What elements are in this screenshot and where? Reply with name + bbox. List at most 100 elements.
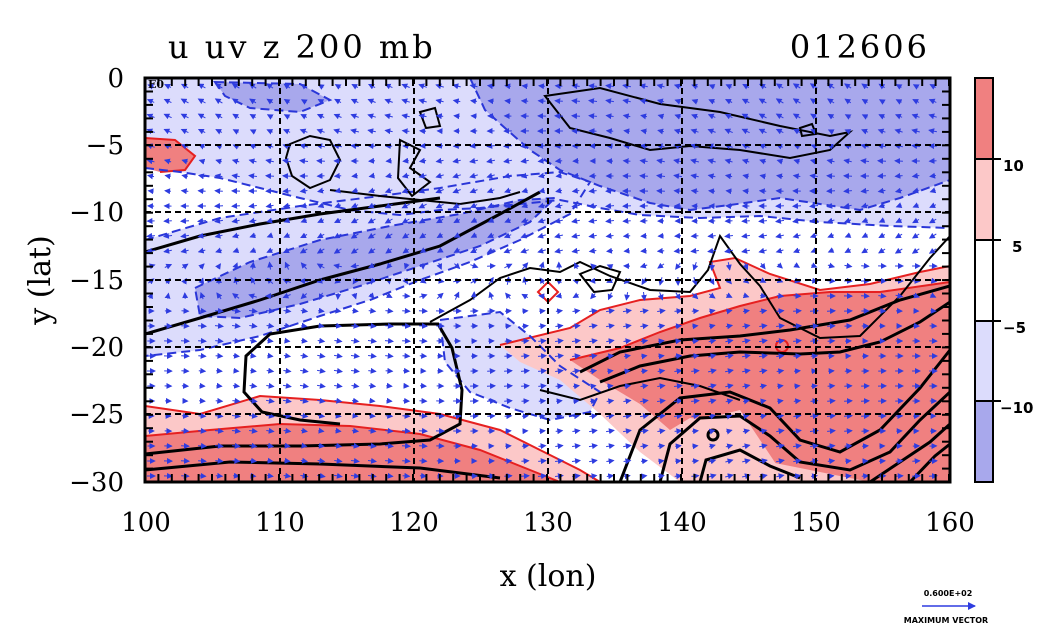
wind-vector-542: [571, 247, 580, 254]
wind-vector-738: [709, 308, 716, 315]
wind-vector-327: [911, 172, 920, 179]
wind-vector-997: [317, 397, 326, 404]
y-axis-title: y (lat): [23, 235, 58, 325]
wind-vector-314: [690, 173, 699, 180]
wind-vector-961: [503, 383, 513, 390]
wind-vector-92: [912, 99, 920, 105]
wind-vector-363: [725, 188, 732, 195]
wind-vector-919: [589, 368, 598, 375]
wind-vector-154: [367, 128, 376, 135]
wind-vector-1061: [606, 413, 615, 420]
wind-vector-1243: [504, 473, 513, 480]
x-tick-130: 130: [523, 508, 573, 538]
wind-vector-1150: [521, 443, 530, 450]
wind-vector-566: [181, 263, 189, 270]
wind-vector-683: [572, 292, 580, 298]
wind-vector-282: [147, 173, 155, 180]
wind-vector-947: [266, 382, 275, 389]
wind-vector-364: [742, 188, 749, 195]
wind-vector-436: [367, 217, 376, 224]
wind-vector-949: [299, 382, 309, 389]
wind-vector-297: [401, 172, 410, 179]
red-contour-2: [569, 281, 950, 361]
wind-vector-1049: [402, 412, 411, 419]
wind-vector-1167: [810, 443, 819, 450]
wind-vector-1025: [793, 398, 802, 405]
wind-vector-1201: [589, 458, 598, 465]
wind-vector-339: [317, 187, 325, 194]
wind-vector-42: [861, 83, 869, 90]
wind-vector-589: [574, 262, 580, 270]
wind-vector-1151: [538, 443, 547, 450]
wind-vector-275: [826, 158, 835, 165]
wind-vector-268: [707, 158, 716, 165]
wind-vector-869: [537, 353, 547, 360]
wind-vector-1110: [640, 428, 649, 435]
wind-vector-600: [759, 262, 766, 270]
wind-vector-540: [537, 247, 546, 254]
wind-vector-111: [435, 113, 444, 120]
wind-vector-808: [301, 337, 308, 344]
wind-vector-122: [622, 113, 631, 120]
wind-vector-579: [403, 262, 410, 270]
wind-vector-1212: [776, 458, 785, 465]
wind-vector-432: [300, 217, 308, 224]
wind-vector-101: [266, 114, 274, 120]
wind-vector-536: [470, 247, 478, 253]
wind-vector-553: [758, 247, 767, 254]
wind-vector-60: [367, 98, 376, 105]
wind-vector-351: [521, 187, 528, 194]
wind-vector-15: [401, 83, 410, 90]
wind-vector-1215: [827, 458, 836, 465]
wind-vector-528: [333, 247, 342, 254]
wind-vector-306: [555, 172, 562, 179]
colorbar-label-neg10: −10: [1000, 399, 1033, 417]
wind-vector-271: [759, 158, 767, 165]
wind-vector-320: [792, 173, 801, 180]
wind-vector-1043: [300, 412, 309, 419]
wind-vector-1056: [521, 413, 529, 420]
wind-vector-1108: [606, 428, 615, 435]
colorbar-label-neg5: −5: [1003, 319, 1026, 337]
wind-vector-764: [351, 322, 360, 329]
wind-vector-97: [197, 113, 206, 120]
wind-vector-708: [198, 307, 207, 314]
wind-vector-1114: [708, 428, 716, 435]
wind-vector-879: [708, 353, 717, 360]
wind-vector-821: [521, 338, 530, 345]
wind-vector-9: [300, 83, 308, 90]
wind-vector-7: [266, 83, 274, 90]
wind-vector-1156: [623, 443, 632, 450]
wind-vector-437: [384, 217, 393, 224]
wind-vector-1064: [657, 413, 666, 420]
wind-vector-527: [316, 247, 325, 254]
wind-vector-446: [537, 217, 546, 224]
vector-key: 0.600E+02 MAXIMUM VECTOR: [904, 589, 988, 625]
wind-vector-963: [538, 383, 547, 390]
wind-vector-143: [180, 128, 189, 135]
wind-vector-1155: [606, 443, 615, 450]
wind-vector-71: [554, 98, 563, 105]
wind-vector-1107: [589, 428, 598, 435]
wind-vector-347: [452, 187, 461, 194]
wind-vector-16: [418, 83, 427, 90]
red-contour-6: [536, 280, 560, 304]
wind-vector-734: [640, 308, 649, 315]
wind-vector-950: [317, 382, 326, 389]
x-tick-100: 100: [121, 508, 171, 538]
wind-vector-288: [248, 173, 257, 180]
wind-vector-1008: [504, 398, 513, 405]
colorbar-label-5: 5: [1012, 238, 1022, 256]
wind-vector-993: [249, 397, 258, 404]
wind-vector-510: [827, 232, 834, 239]
wind-vector-236: [163, 158, 172, 165]
wind-vector-836: [775, 338, 785, 345]
wind-vector-1021: [725, 398, 734, 405]
wind-vector-882: [759, 353, 768, 360]
wind-vector-514: [895, 232, 903, 239]
wind-vector-1001: [386, 397, 393, 404]
wind-vector-294: [351, 172, 358, 179]
wind-vector-547: [656, 247, 665, 254]
wind-vector-385: [300, 202, 307, 209]
wind-vector-518: [163, 247, 172, 254]
